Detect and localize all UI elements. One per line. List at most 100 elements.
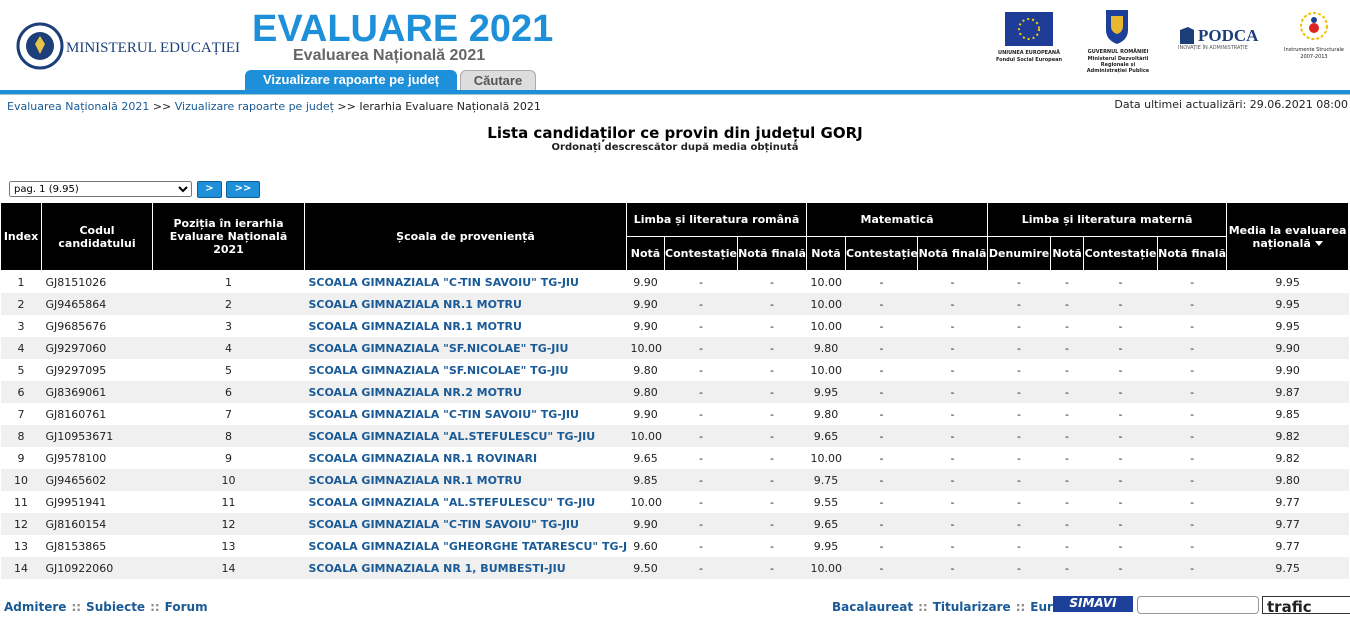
- tab[interactable]: Căutare: [460, 70, 536, 91]
- table-cell: -: [845, 337, 918, 359]
- page-heading: Lista candidaților ce provin din județul…: [487, 124, 863, 142]
- table-cell: GJ9297095: [41, 359, 153, 381]
- column-header[interactable]: Școala de proveniență: [304, 202, 627, 271]
- breadcrumb-separator: >>: [337, 100, 356, 113]
- footer-links: Admitere:: Subiecte:: Forum: [4, 600, 208, 614]
- table-cell: -: [1157, 447, 1227, 469]
- header-text: Media la evaluarea națională: [1228, 223, 1347, 250]
- breadcrumb-link[interactable]: Evaluarea Națională 2021: [7, 100, 150, 113]
- subheader[interactable]: Notă: [626, 236, 665, 271]
- school-link[interactable]: SCOALA GIMNAZIALA "C-TIN SAVOIU" TG-JIU: [304, 403, 627, 425]
- table-cell: 5: [152, 359, 305, 381]
- breadcrumb-link[interactable]: Vizualizare rapoarte pe județ: [174, 100, 334, 113]
- school-link[interactable]: SCOALA GIMNAZIALA NR 1, BUMBESTI-JIU: [304, 557, 627, 579]
- table-cell: -: [987, 403, 1051, 425]
- table-cell: 9.80: [806, 337, 846, 359]
- table-row: 1 GJ8151026 1 SCOALA GIMNAZIALA "C-TIN SAVO…: [0, 270, 1349, 293]
- subheader[interactable]: Notă: [1050, 236, 1085, 271]
- table-cell: -: [845, 557, 918, 579]
- table-cell: -: [1157, 513, 1227, 535]
- subheader[interactable]: Notă finală: [917, 236, 989, 271]
- table-row: 3 GJ9685676 3 SCOALA GIMNAZIALA NR.1 MOTRU 9…: [0, 315, 1349, 337]
- table-cell: -: [1083, 293, 1158, 315]
- table-cell: 9.85: [626, 469, 665, 491]
- last-button[interactable]: >>: [226, 181, 260, 198]
- subheader[interactable]: Contestație: [1083, 236, 1159, 271]
- table-cell: -: [917, 513, 988, 535]
- column-header[interactable]: Index: [0, 202, 42, 271]
- footer-link[interactable]: Admitere: [4, 600, 67, 614]
- table-cell: -: [1157, 425, 1227, 447]
- footer-link[interactable]: Subiecte: [86, 600, 146, 614]
- table-cell: -: [1050, 491, 1084, 513]
- column-header[interactable]: Poziția în ierarhia Evaluare Națională 2…: [152, 202, 305, 271]
- subheader[interactable]: Contestație: [664, 236, 738, 271]
- school-link[interactable]: SCOALA GIMNAZIALA NR.1 MOTRU: [304, 315, 627, 337]
- table-cell: 9.90: [1226, 337, 1349, 359]
- table-cell: 10.00: [806, 315, 846, 337]
- footer-link[interactable]: Forum: [164, 600, 208, 614]
- subheader[interactable]: Notă finală: [736, 236, 808, 271]
- table-cell: -: [845, 359, 918, 381]
- table-cell: 9.95: [806, 535, 846, 557]
- school-link[interactable]: SCOALA GIMNAZIALA NR.1 MOTRU: [304, 293, 627, 315]
- table-row: 4 GJ9297060 4 SCOALA GIMNAZIALA "SF.NICOLAE…: [0, 337, 1349, 359]
- table-cell: -: [917, 315, 988, 337]
- school-link[interactable]: SCOALA GIMNAZIALA "C-TIN SAVOIU" TG-JIU: [304, 513, 627, 535]
- school-link[interactable]: SCOALA GIMNAZIALA "SF.NICOLAE" TG-JIU: [304, 337, 627, 359]
- footer-separator: ::: [71, 600, 82, 614]
- table-cell: -: [737, 293, 807, 315]
- page-select[interactable]: pag. 1 (9.95): [9, 181, 192, 197]
- table-cell: -: [1083, 403, 1158, 425]
- next-button[interactable]: >: [197, 181, 222, 198]
- table-cell: -: [987, 293, 1051, 315]
- breadcrumb-separator: >>: [152, 100, 172, 113]
- subheader[interactable]: Notă finală: [1157, 236, 1228, 271]
- table-cell: 9.80: [626, 359, 665, 381]
- table-cell: 9.55: [806, 491, 846, 513]
- table-cell: 8: [0, 425, 42, 447]
- table-cell: GJ8160154: [41, 513, 153, 535]
- table-row: 13 GJ8153865 13 SCOALA GIMNAZIALA "GHEORGHE…: [0, 535, 1349, 557]
- table-cell: 10.00: [806, 447, 846, 469]
- table-cell: 9.65: [806, 425, 846, 447]
- logo-sub: Ministerul Dezvoltării Regionale și Admi…: [1086, 56, 1150, 74]
- table-cell: -: [1050, 425, 1084, 447]
- school-link[interactable]: SCOALA GIMNAZIALA NR.1 MOTRU: [304, 469, 627, 491]
- table-cell: -: [917, 270, 988, 293]
- sort-arrow: [1314, 240, 1323, 246]
- school-link[interactable]: SCOALA GIMNAZIALA "AL.STEFULESCU" TG-JIU: [304, 425, 627, 447]
- subheader[interactable]: Contestație: [845, 236, 919, 271]
- table-cell: 13: [152, 535, 305, 557]
- subheader[interactable]: Notă: [806, 236, 847, 271]
- results-table: Index Codul candidatului Poziția în iera…: [0, 202, 1350, 579]
- school-link[interactable]: SCOALA GIMNAZIALA "AL.STEFULESCU" TG-JIU: [304, 491, 627, 513]
- table-row: 12 GJ8160154 12 SCOALA GIMNAZIALA "C-TIN SA…: [0, 513, 1349, 535]
- school-link[interactable]: SCOALA GIMNAZIALA "SF.NICOLAE" TG-JIU: [304, 359, 627, 381]
- subheader[interactable]: Denumire: [987, 236, 1052, 271]
- school-link[interactable]: SCOALA GIMNAZIALA "GHEORGHE TATARESCU" T…: [304, 535, 627, 557]
- school-link[interactable]: SCOALA GIMNAZIALA NR.2 MOTRU: [304, 381, 627, 403]
- table-cell: 9: [0, 447, 42, 469]
- school-link[interactable]: SCOALA GIMNAZIALA "C-TIN SAVOIU" TG-JIU: [304, 270, 627, 293]
- table-cell: -: [1050, 315, 1084, 337]
- table-cell: -: [664, 535, 738, 557]
- table-cell: -: [1157, 270, 1227, 293]
- school-link[interactable]: SCOALA GIMNAZIALA NR.1 ROVINARI: [304, 447, 627, 469]
- table-cell: -: [664, 425, 738, 447]
- table-cell: -: [987, 381, 1051, 403]
- table-cell: 9.95: [1226, 315, 1349, 337]
- column-header[interactable]: Codul candidatului: [41, 202, 153, 271]
- table-cell: -: [845, 293, 918, 315]
- tab-active[interactable]: Vizualizare rapoarte pe județ: [245, 70, 457, 90]
- table-row: 10 GJ9465602 10 SCOALA GIMNAZIALA NR.1 MOTR…: [0, 469, 1349, 491]
- table-cell: -: [845, 425, 918, 447]
- table-cell: GJ9465602: [41, 469, 153, 491]
- footer-link[interactable]: Titularizare: [932, 600, 1011, 614]
- breadcrumb: Evaluarea Națională 2021 >> Vizualizare …: [7, 100, 541, 113]
- table-cell: -: [845, 403, 918, 425]
- table-cell: -: [1157, 491, 1227, 513]
- table-cell: -: [1050, 513, 1084, 535]
- column-header-sorted[interactable]: Media la evaluarea națională: [1226, 202, 1350, 271]
- footer-link[interactable]: Bacalaureat: [832, 600, 914, 614]
